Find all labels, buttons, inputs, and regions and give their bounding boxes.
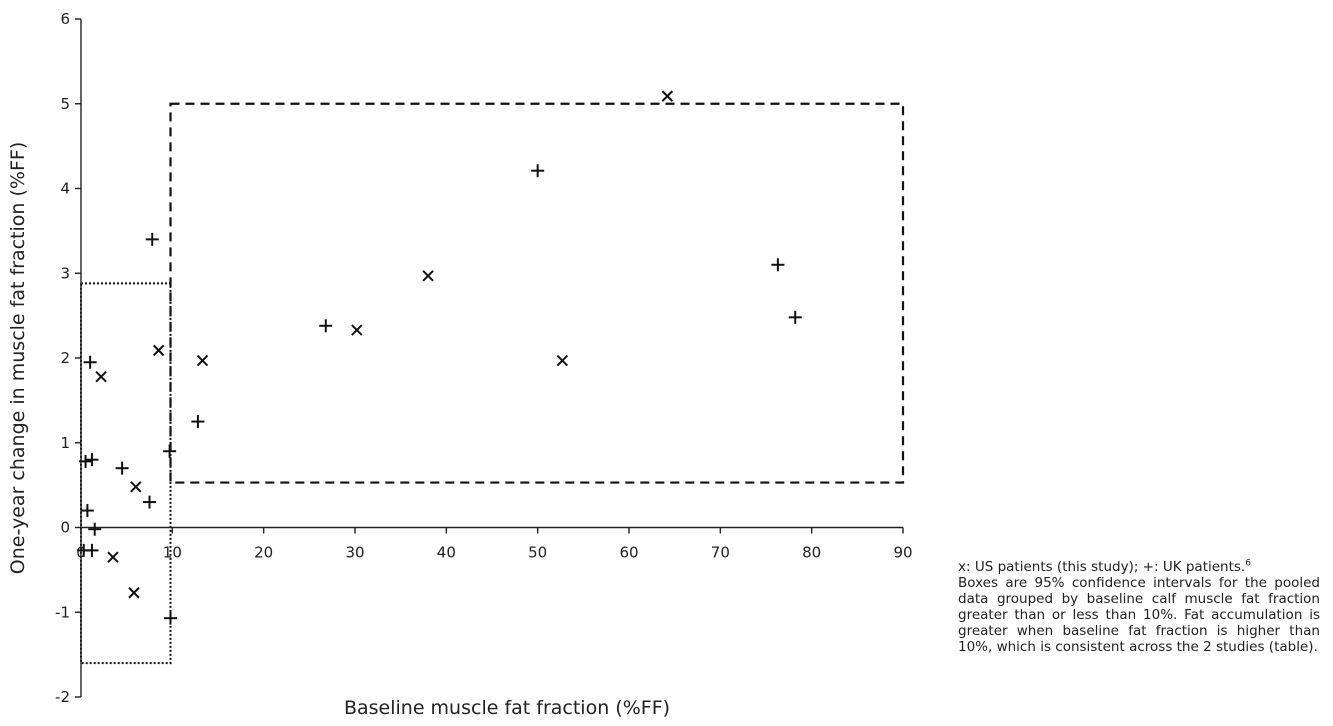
y-tick-label: 1 [60, 434, 70, 452]
x-tick-label: 80 [802, 544, 821, 562]
data-points [77, 90, 802, 625]
x-tick-label: 60 [619, 544, 638, 562]
x-tick-label: 0 [76, 544, 86, 562]
caption-legend-line: x: US patients (this study); +: UK patie… [958, 559, 1320, 575]
plus-marker-point [79, 454, 93, 468]
plus-marker-point [191, 415, 205, 429]
x-marker-point [351, 324, 363, 336]
caption-body: Boxes are 95% confidence intervals for t… [958, 575, 1320, 655]
plus-marker-point [531, 164, 545, 178]
y-tick-label: 4 [60, 180, 70, 198]
x-tick-label: 30 [345, 544, 364, 562]
x-tick-label: 20 [254, 544, 273, 562]
y-tick-label: -2 [55, 688, 70, 706]
x-marker-point [661, 90, 674, 102]
y-tick-label: 6 [60, 10, 70, 28]
confidence-boxes [80, 102, 905, 665]
caption-legend-text: x: US patients (this study); +: UK patie… [958, 559, 1246, 575]
plus-marker-point [85, 453, 99, 467]
plus-marker-point [83, 355, 97, 369]
x-tick-label: 40 [437, 544, 456, 562]
plus-marker-point [319, 319, 333, 333]
plus-marker-point [85, 543, 99, 557]
y-tick-label: 5 [60, 95, 70, 113]
x-marker-point [556, 354, 569, 367]
x-marker-point [422, 270, 434, 282]
plus-marker-point [145, 232, 159, 246]
x-marker-point [152, 344, 165, 357]
plus-marker-point [788, 310, 802, 324]
x-tick-label: 50 [528, 544, 547, 562]
x-tick-label: 10 [163, 544, 182, 562]
x-marker-point [95, 370, 107, 383]
dashed-confidence-box [169, 102, 905, 484]
plus-marker-point [163, 444, 177, 458]
plus-marker-point [80, 504, 94, 518]
figure-caption: x: US patients (this study); +: UK patie… [958, 559, 1320, 655]
x-tick-label: 90 [893, 544, 912, 562]
x-marker-point [128, 587, 140, 599]
x-axis-title: Baseline muscle fat fraction (%FF) [344, 697, 670, 719]
plus-marker-point [771, 258, 785, 272]
y-tick-label: 3 [60, 264, 70, 282]
plus-marker-point [143, 495, 156, 509]
x-marker-point [196, 354, 209, 367]
y-tick-label: -1 [55, 603, 70, 621]
y-tick-label: 0 [60, 519, 70, 537]
x-marker-point [107, 551, 119, 563]
x-marker-point [130, 481, 142, 493]
y-tick-label: 2 [60, 349, 70, 367]
plus-marker-point [115, 461, 129, 475]
x-tick-label: 70 [711, 544, 730, 562]
plus-marker-point [88, 522, 102, 536]
dotted-confidence-box [80, 282, 172, 665]
caption-reference: 6 [1245, 558, 1251, 569]
y-axis-title: One-year change in muscle fat fraction (… [7, 142, 29, 574]
plus-marker-point [164, 611, 178, 625]
